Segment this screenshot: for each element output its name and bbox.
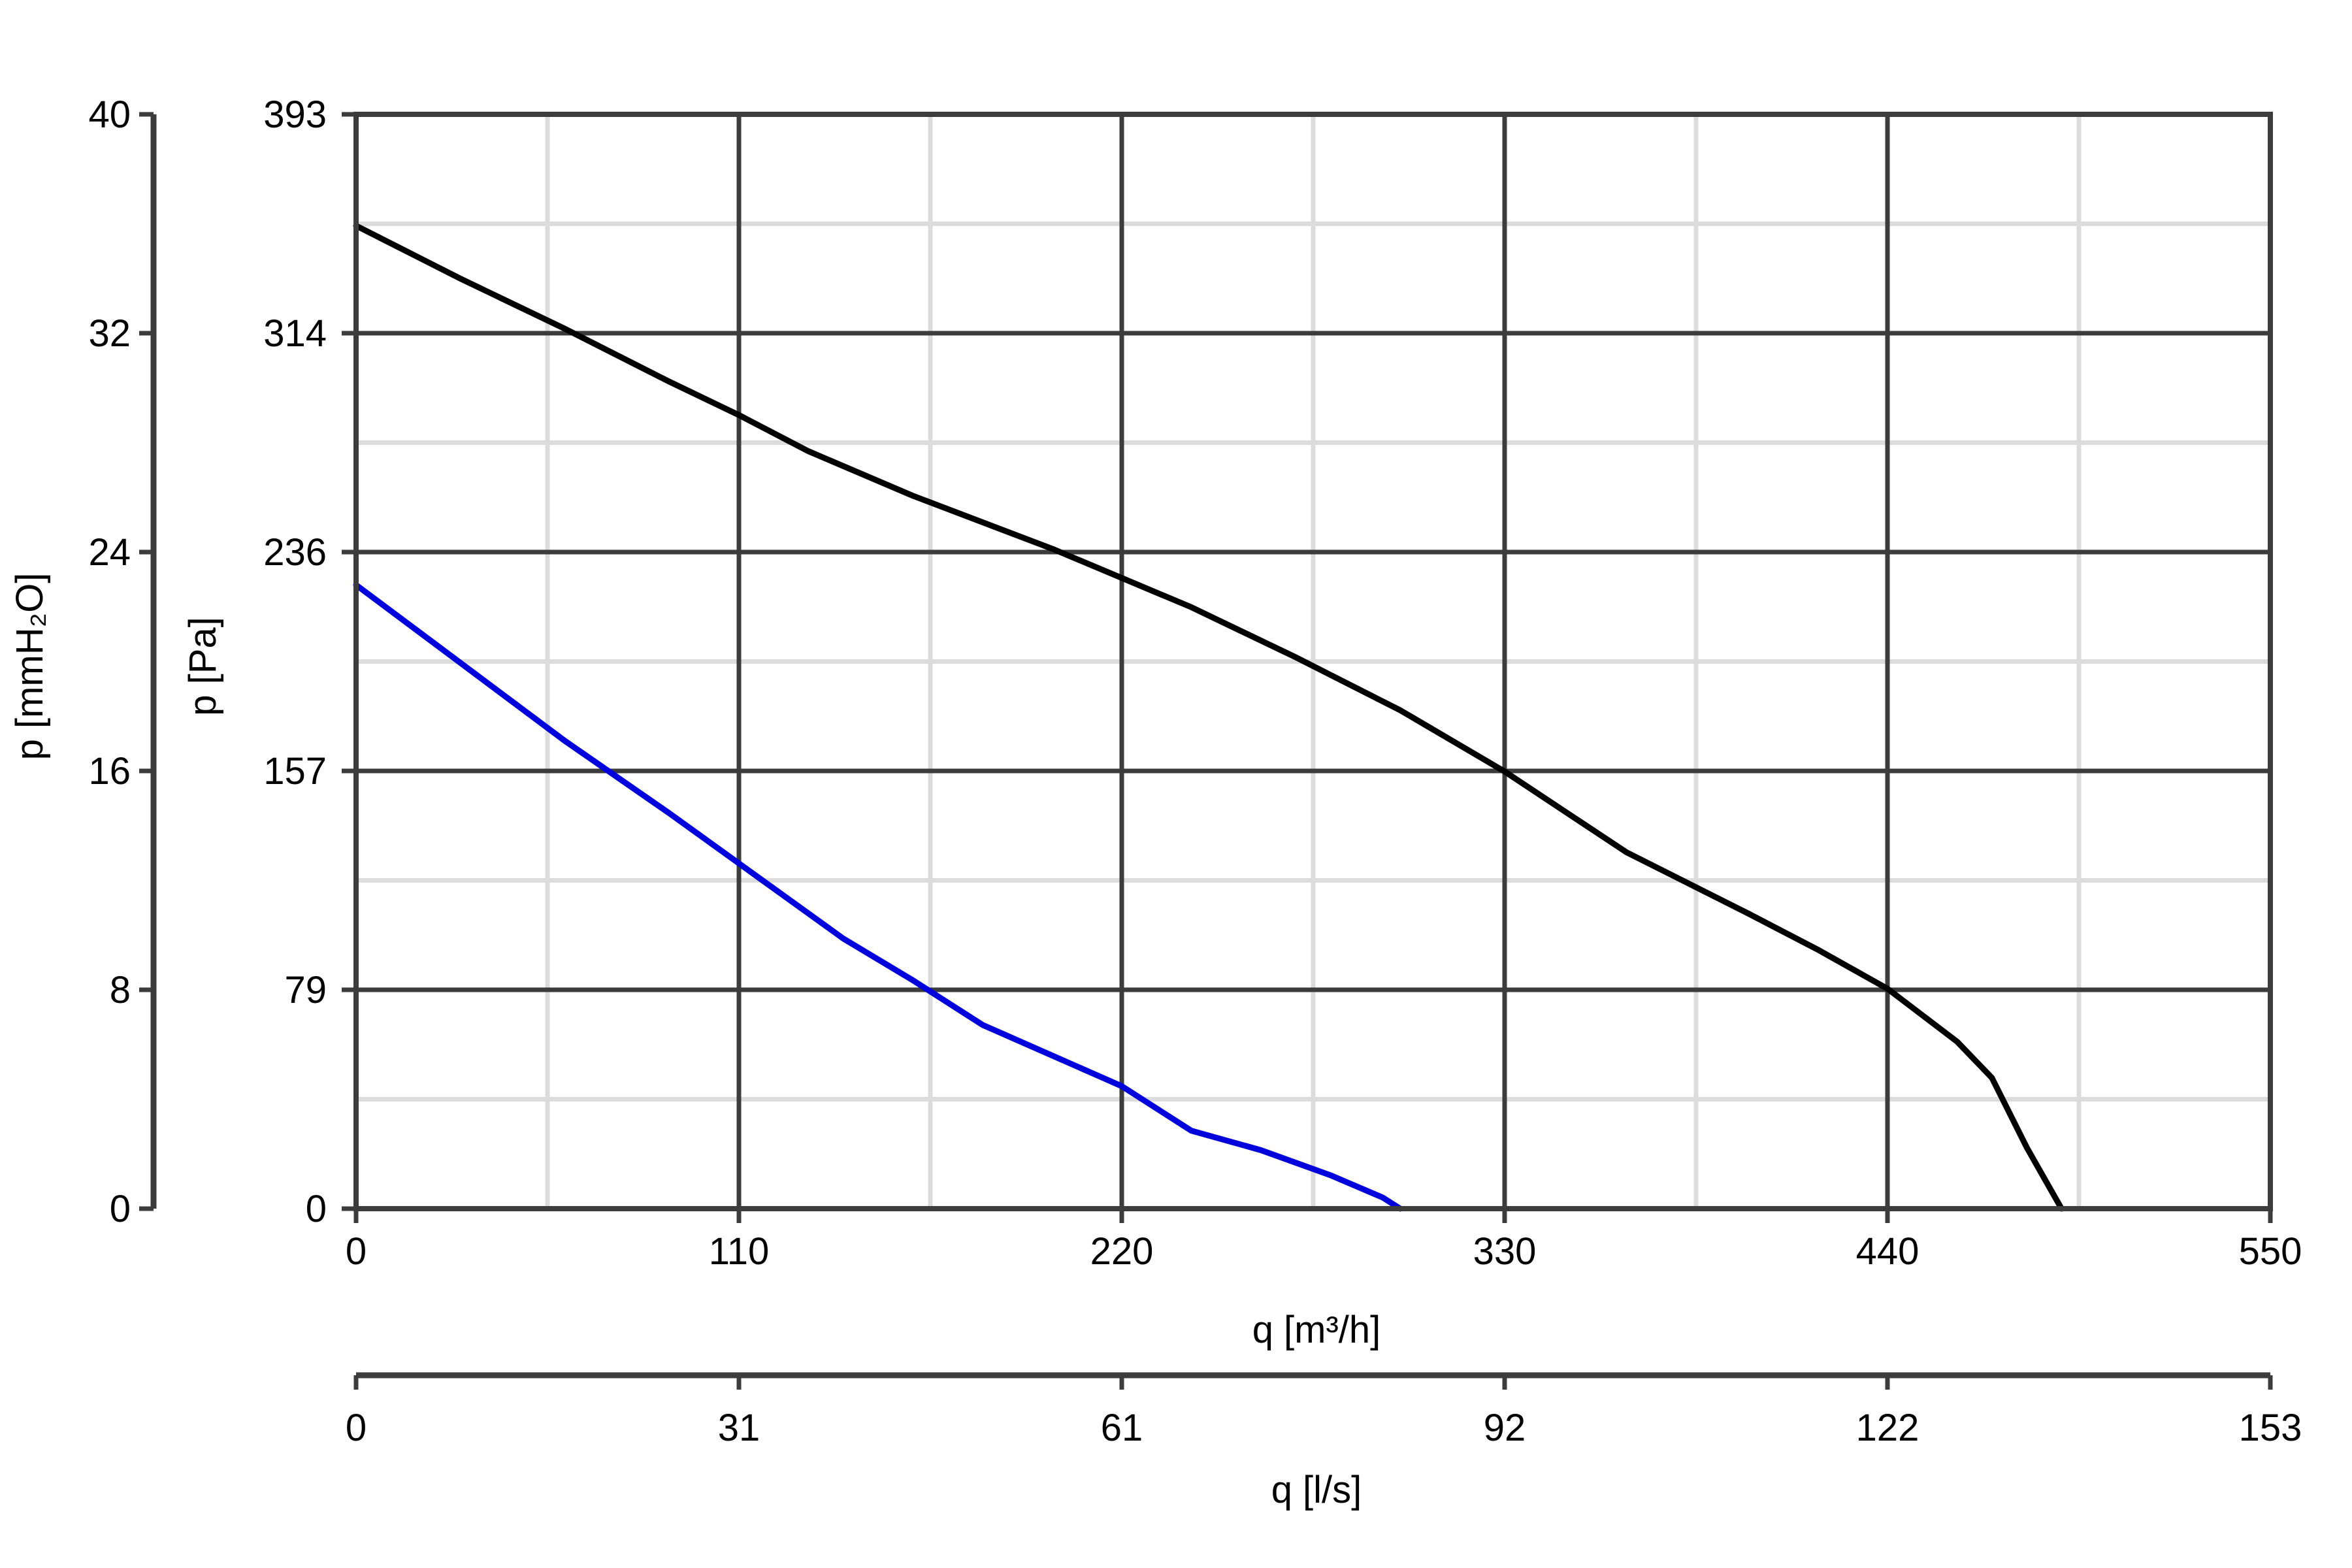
x-tick-label: 440 <box>1856 1230 1919 1273</box>
x-secondary-tick-label: 153 <box>2239 1407 2302 1449</box>
labels-layer: 0 79 157 236 314 393 0 8 16 24 32 40 0 110 220 330 440 55… <box>88 93 2302 1449</box>
x-tick-label: 550 <box>2239 1230 2302 1273</box>
x-tick-label: 220 <box>1090 1230 1154 1273</box>
y-tick-label: 393 <box>263 93 327 136</box>
x-axis-title: q [m³/h] <box>1252 1309 1381 1351</box>
axes-layer <box>139 112 2273 1390</box>
y-tick-label: 0 <box>306 1188 327 1230</box>
x-secondary-tick-label: 122 <box>1856 1407 1919 1449</box>
y-secondary-tick-label: 40 <box>88 93 131 136</box>
x-secondary-tick-label: 31 <box>718 1407 760 1449</box>
y-tick-label: 157 <box>263 750 327 792</box>
x-secondary-tick-label: 61 <box>1101 1407 1143 1449</box>
series-layer <box>353 223 2065 1212</box>
x-tick-label: 110 <box>709 1230 769 1273</box>
plot-border <box>353 112 2273 1211</box>
y-secondary-tick-label: 8 <box>110 969 131 1011</box>
y-secondary-tick-label: 24 <box>88 531 131 574</box>
y-axis-title: p [Pa] <box>182 617 224 716</box>
x-tick-label: 330 <box>1473 1230 1537 1273</box>
y-axis-secondary-title: p [mmH₂O] <box>8 573 51 760</box>
x-secondary-tick-label: 92 <box>1484 1407 1526 1449</box>
minor-gridlines <box>356 114 2270 1209</box>
y-tick-label: 79 <box>284 969 327 1011</box>
y-tick-label: 314 <box>263 312 327 355</box>
series-line-1 <box>353 223 2065 1212</box>
major-gridlines <box>356 114 2270 1209</box>
y-secondary-tick-label: 0 <box>110 1188 131 1230</box>
y-secondary-tick-label: 16 <box>88 750 131 792</box>
x-secondary-tick-label: 0 <box>346 1407 367 1449</box>
x-axis-secondary-title: q [l/s] <box>1271 1469 1362 1511</box>
series-line-2 <box>353 581 1403 1212</box>
y-secondary-tick-label: 32 <box>88 312 131 355</box>
x-tick-label: 0 <box>346 1230 367 1273</box>
y-tick-label: 236 <box>263 531 327 574</box>
